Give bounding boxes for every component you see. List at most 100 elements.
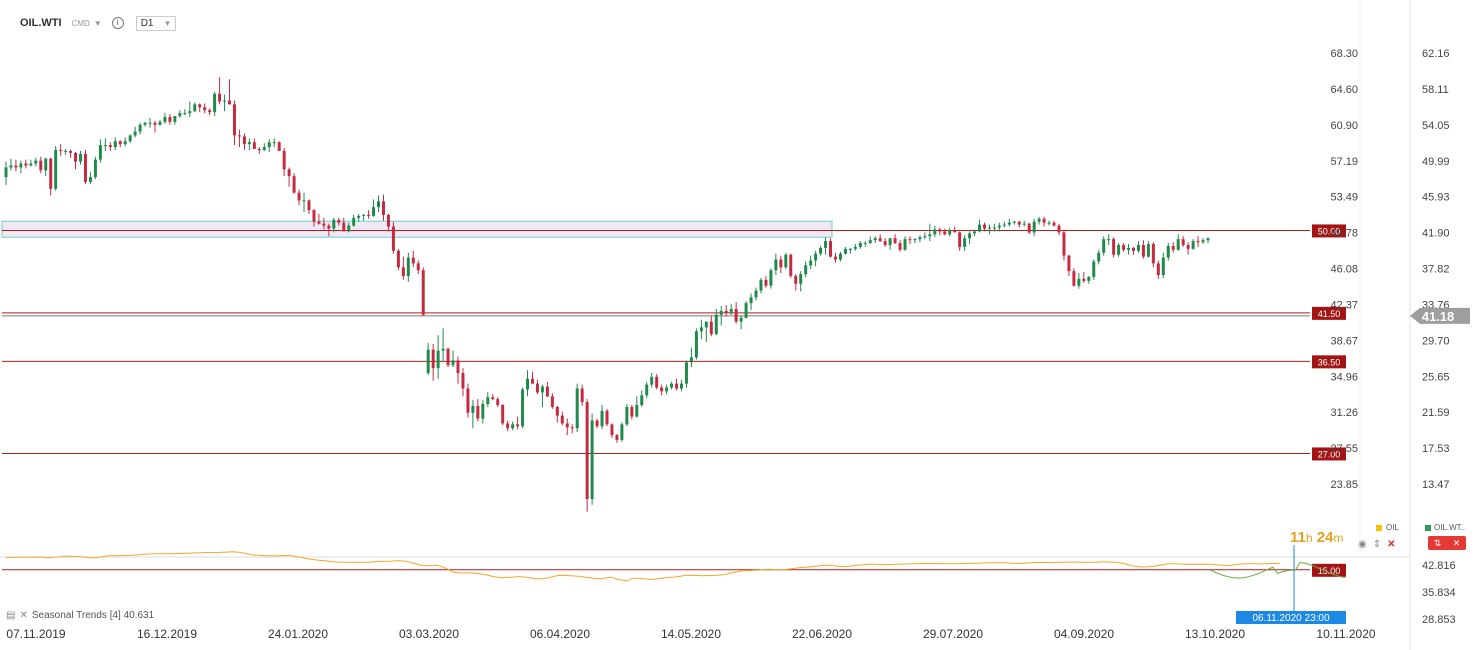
- candle-body: [451, 360, 455, 366]
- symbol-label[interactable]: OIL.WTI: [20, 17, 62, 29]
- candle-body: [1072, 271, 1076, 286]
- seasonal-line-oilwti: [1209, 561, 1346, 579]
- date-axis-label: 13.10.2020: [1185, 627, 1245, 641]
- candle-body: [287, 169, 291, 177]
- candle-body: [729, 308, 733, 313]
- candle-body: [367, 214, 371, 216]
- indicator-close-icon[interactable]: ✕: [19, 610, 28, 621]
- candle-body: [824, 241, 828, 248]
- chevron-down-icon: ▼: [163, 18, 172, 28]
- candle-body: [401, 267, 405, 277]
- candle-body: [953, 230, 957, 233]
- candle-body: [764, 279, 768, 286]
- candle-body: [471, 405, 475, 413]
- candle-body: [660, 387, 664, 392]
- candle-body: [431, 349, 435, 369]
- candle-body: [958, 232, 962, 247]
- candle-body: [69, 150, 73, 153]
- candle-body: [799, 274, 803, 284]
- candle-body: [4, 167, 8, 178]
- date-axis-label: 29.07.2020: [923, 627, 983, 641]
- candle-body: [938, 229, 942, 232]
- date-axis-label: 10.11.2020: [1316, 627, 1375, 641]
- level-tag-label: 27.00: [1318, 449, 1341, 459]
- candle-body: [933, 229, 937, 235]
- candle-body: [486, 397, 490, 405]
- candle-body: [992, 227, 996, 229]
- candle-body: [709, 321, 713, 335]
- candle-body: [699, 327, 703, 332]
- candle-body: [878, 238, 882, 242]
- candle-body: [1027, 223, 1031, 233]
- crosshair-date-tag: [1236, 611, 1346, 624]
- candle-body: [406, 257, 410, 277]
- candle-body: [868, 240, 872, 244]
- level-tag: [1312, 447, 1346, 461]
- candle-body: [580, 388, 584, 403]
- series-options-button[interactable]: ⇅ ✕: [1428, 536, 1466, 550]
- candle-body: [123, 141, 127, 145]
- candle-body: [645, 384, 649, 396]
- candle-body: [138, 124, 142, 132]
- candle-body: [1191, 241, 1195, 249]
- candle-body: [377, 201, 381, 208]
- symbol-dropdown-icon[interactable]: ▼: [93, 18, 102, 28]
- candle-body: [1052, 222, 1056, 226]
- candle-body: [804, 265, 808, 275]
- candle-body: [1047, 222, 1051, 224]
- candle-body: [372, 207, 376, 216]
- candle-body: [1007, 222, 1011, 225]
- candle-body: [540, 386, 544, 393]
- candle-body: [1032, 221, 1036, 233]
- candle-body: [1022, 223, 1026, 225]
- candle-body: [327, 225, 331, 229]
- timeframe-select[interactable]: D1 ▼: [135, 15, 177, 31]
- candle-body: [987, 227, 991, 229]
- candle-body: [108, 145, 112, 148]
- candle-body: [302, 200, 306, 202]
- eye-icon[interactable]: ◉: [1358, 539, 1367, 550]
- candle-body: [973, 231, 977, 234]
- indicator-name: Seasonal Trends: [31, 610, 107, 621]
- candle-body: [650, 376, 654, 385]
- candle-body: [560, 415, 564, 424]
- candle-body: [59, 149, 63, 151]
- candle-body: [98, 145, 102, 160]
- info-icon[interactable]: i: [111, 17, 124, 29]
- candle-body: [963, 238, 967, 247]
- date-axis-label: 07.11.2019: [6, 627, 65, 641]
- candle-body: [694, 331, 698, 358]
- candle-body: [1127, 247, 1131, 250]
- candle-body: [83, 153, 87, 182]
- candle-body: [1002, 224, 1006, 226]
- date-axis-label: 03.03.2020: [399, 627, 459, 641]
- candle-body: [943, 231, 947, 235]
- secondary-axis-label: 29.70: [1422, 335, 1450, 347]
- candle-body: [918, 237, 922, 240]
- candle-body: [615, 435, 619, 440]
- candle-body: [590, 420, 594, 500]
- candle-body: [1012, 221, 1016, 223]
- secondary-axis-label: 54.05: [1422, 120, 1450, 132]
- candle-body: [173, 116, 177, 122]
- indicator-settings-icon[interactable]: ▤: [6, 610, 16, 621]
- legend-oilwti[interactable]: OIL.WT..: [1425, 523, 1465, 532]
- candle-body: [595, 420, 599, 427]
- level-tag: [1312, 563, 1346, 577]
- candle-body: [784, 254, 788, 268]
- candle-body: [516, 424, 520, 427]
- candle-body: [1201, 240, 1205, 243]
- candle-body: [893, 238, 897, 244]
- countdown-h-unit: h: [1305, 531, 1313, 545]
- candle-body: [1117, 244, 1121, 255]
- close-icon[interactable]: ✕: [1387, 539, 1396, 550]
- candle-body: [744, 303, 748, 318]
- chart-header: OIL.WTI CMD ▼ i D1 ▼: [20, 14, 177, 32]
- candle-body: [307, 200, 311, 211]
- candle-body: [1141, 244, 1145, 257]
- candle-body: [396, 250, 400, 268]
- candle-body: [1092, 261, 1096, 277]
- updown-arrows-icon[interactable]: ⇕: [1372, 539, 1382, 550]
- legend-oil[interactable]: OIL: [1376, 523, 1399, 532]
